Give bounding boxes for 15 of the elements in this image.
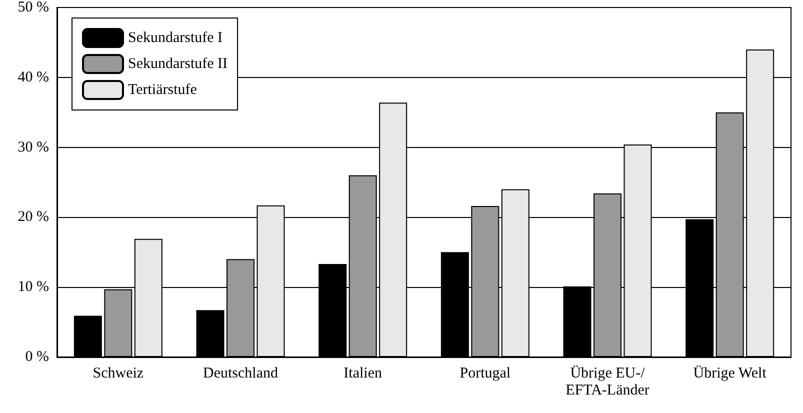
x-tick-label: Italien <box>344 366 382 382</box>
x-tick-label: Portugal <box>460 366 511 382</box>
y-tick-label: 20 % <box>18 209 49 226</box>
legend-label: Sekundarstufe II <box>128 56 228 72</box>
y-tick-label: 10 % <box>18 279 49 296</box>
x-tick-label: Übrige Welt <box>693 364 768 382</box>
y-tick-label: 0 % <box>25 349 49 365</box>
legend-label: Sekundarstufe I <box>128 30 223 46</box>
y-tick-label: 40 % <box>18 69 49 86</box>
y-tick-label: 50 % <box>18 0 49 16</box>
x-tick-label: Übrige EU-/ EFTA-Länder <box>566 364 650 398</box>
y-tick-label: 30 % <box>18 139 49 156</box>
x-tick-label: Schweiz <box>92 366 144 382</box>
x-tick-label: Deutschland <box>203 366 278 382</box>
legend-label: Tertiärstufe <box>128 82 198 98</box>
